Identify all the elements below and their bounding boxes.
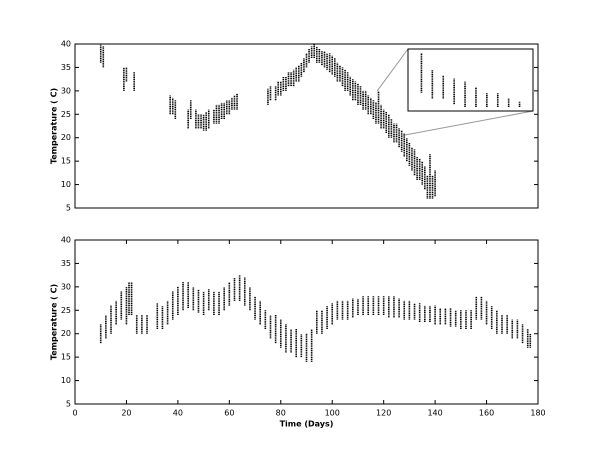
y-tick-label: 30 (61, 282, 71, 291)
x-tick-label: 40 (173, 409, 183, 418)
y-tick-label: 25 (61, 110, 71, 119)
x-tick-label: 80 (276, 409, 286, 418)
series (99, 44, 436, 199)
y-tick-label: 20 (61, 329, 71, 338)
y-tick-label: 25 (61, 306, 71, 315)
y-tick-label: 40 (61, 40, 71, 49)
plot-frame (74, 239, 539, 405)
x-tick-label: 140 (427, 409, 442, 418)
y-tick-label: 10 (61, 180, 71, 189)
y-tick-label: 30 (61, 86, 71, 95)
y-tick-label: 15 (61, 157, 71, 166)
x-tick-label: 0 (72, 409, 77, 418)
x-tick-label: 180 (530, 409, 545, 418)
inset-connector (402, 110, 534, 136)
axes: 5 10 15 20 25 30 35 40 Temperature ( C) (50, 40, 538, 213)
x-tick-label: 120 (376, 409, 391, 418)
inset-series (420, 53, 521, 107)
axes: 5 10 15 20 25 30 35 40 0 20 40 60 80 100 120 140 160 180 T… (50, 236, 546, 429)
x-tick-label: 160 (479, 409, 494, 418)
y-tick-label: 5 (66, 400, 71, 409)
inset-connector (376, 48, 409, 92)
x-tick-label: 60 (224, 409, 234, 418)
x-tick-label: 100 (325, 409, 340, 418)
y-tick-label: 5 (66, 204, 71, 213)
plot-frame (74, 43, 539, 209)
y-axis-label: Temperature ( C) (50, 284, 59, 360)
y-tick-label: 35 (61, 259, 71, 268)
series (99, 275, 532, 362)
y-tick-label: 15 (61, 353, 71, 362)
x-axis-label: Time (Days) (280, 420, 334, 429)
y-tick-label: 40 (61, 236, 71, 245)
y-tick-label: 35 (61, 63, 71, 72)
y-tick-label: 20 (61, 133, 71, 142)
y-tick-label: 10 (61, 376, 71, 385)
x-tick-label: 20 (121, 409, 131, 418)
inset-background (408, 49, 533, 111)
y-axis-label: Temperature ( C) (50, 88, 59, 164)
inset-frame (407, 48, 534, 112)
